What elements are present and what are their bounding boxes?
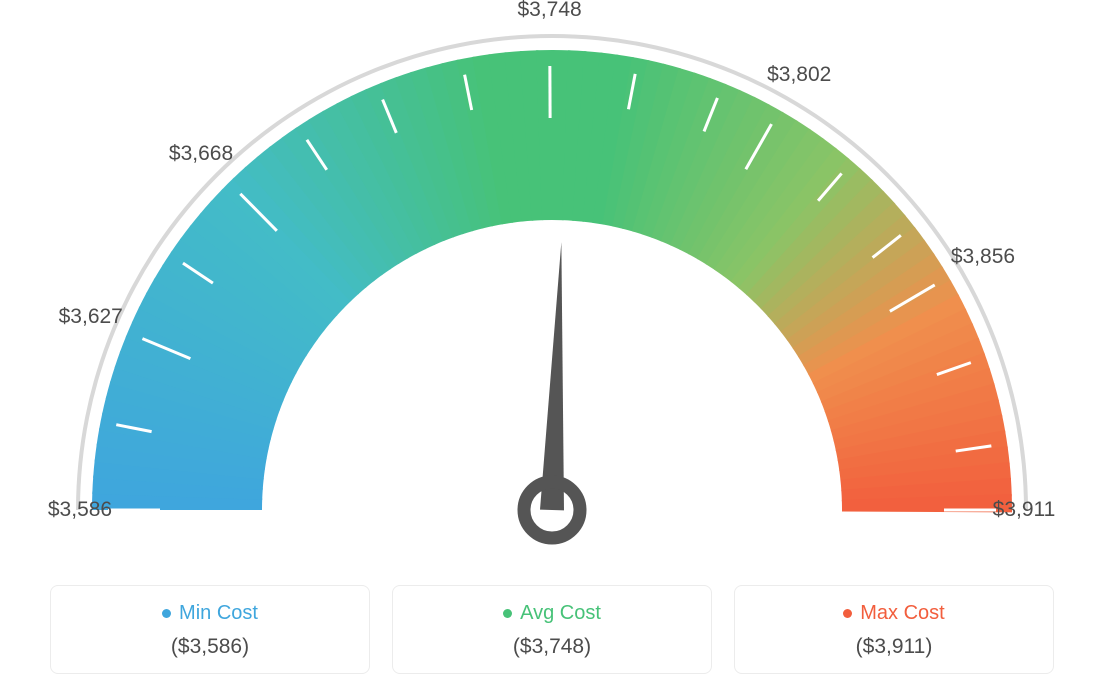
legend-row: Min Cost ($3,586) Avg Cost ($3,748) Max … [0,585,1104,674]
gauge-svg [0,0,1104,560]
scale-label: $3,627 [59,305,123,329]
scale-label: $3,911 [993,498,1056,522]
scale-label: $3,748 [517,0,581,22]
dot-icon [503,609,512,618]
legend-card-avg: Avg Cost ($3,748) [392,585,712,674]
legend-value-min: ($3,586) [61,635,359,659]
legend-card-max: Max Cost ($3,911) [734,585,1054,674]
legend-value-max: ($3,911) [745,635,1043,659]
legend-title-avg: Avg Cost [503,602,601,625]
dot-icon [162,609,171,618]
legend-title-max: Max Cost [843,602,944,625]
legend-title-text: Avg Cost [520,602,601,625]
dot-icon [843,609,852,618]
legend-title-min: Min Cost [162,602,258,625]
legend-value-avg: ($3,748) [403,635,701,659]
legend-title-text: Max Cost [860,602,944,625]
scale-label: $3,586 [48,498,112,522]
gauge-chart: $3,586 $3,627 $3,668 $3,748 $3,802 $3,856 $3,9… [0,0,1104,560]
scale-label: $3,668 [169,142,233,166]
scale-label: $3,856 [951,245,1015,269]
legend-card-min: Min Cost ($3,586) [50,585,370,674]
scale-label: $3,802 [767,63,831,87]
legend-title-text: Min Cost [179,602,258,625]
